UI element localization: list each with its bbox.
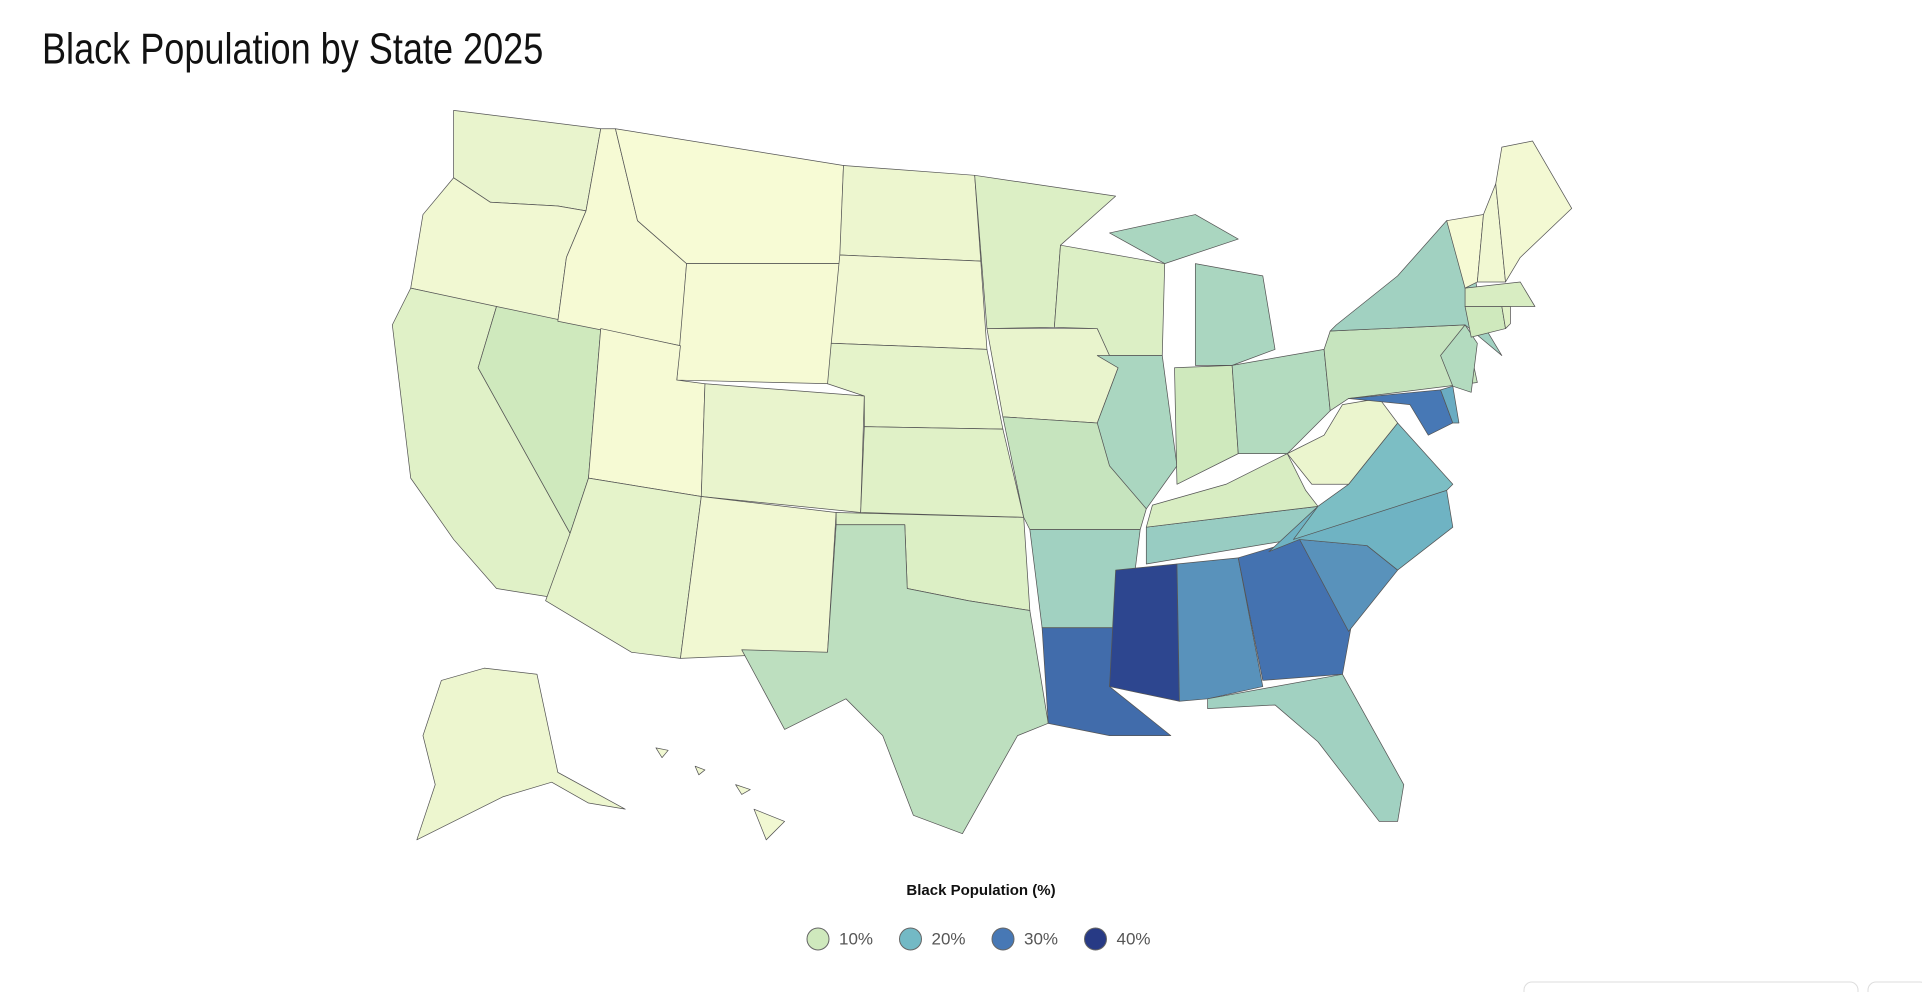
state bbox=[986, 328, 1119, 424]
panel-edge bbox=[1523, 981, 1859, 997]
panel-edge bbox=[1867, 981, 1922, 997]
state bbox=[1440, 385, 1460, 424]
state bbox=[700, 383, 865, 513]
state bbox=[1207, 673, 1405, 822]
state bbox=[1145, 453, 1319, 528]
legend-swatch bbox=[1084, 927, 1107, 951]
state bbox=[1440, 324, 1478, 393]
state bbox=[676, 263, 841, 385]
state bbox=[1286, 398, 1399, 485]
legend-title: Black Population (%) bbox=[906, 882, 1055, 899]
state bbox=[1464, 306, 1506, 338]
state bbox=[741, 524, 1049, 835]
state bbox=[830, 254, 988, 350]
legend-swatch bbox=[991, 927, 1015, 951]
legend-swatch bbox=[806, 927, 830, 951]
state bbox=[655, 747, 786, 841]
legend-swatch bbox=[899, 927, 922, 951]
state bbox=[1174, 364, 1239, 485]
state bbox=[1348, 389, 1454, 436]
state bbox=[1109, 563, 1180, 702]
map-title: Black Population by State 2025 bbox=[42, 24, 543, 73]
state bbox=[1176, 557, 1264, 702]
state bbox=[1096, 355, 1178, 510]
states bbox=[391, 109, 1573, 841]
legend-label: 10% bbox=[839, 929, 873, 948]
state bbox=[1464, 281, 1536, 307]
state bbox=[416, 667, 626, 841]
state bbox=[1231, 349, 1331, 454]
state bbox=[860, 426, 1025, 518]
state bbox=[839, 165, 982, 262]
legend-label: 40% bbox=[1117, 929, 1151, 948]
state bbox=[680, 496, 837, 659]
state bbox=[1109, 214, 1276, 366]
state bbox=[1495, 140, 1573, 283]
legend-label: 30% bbox=[1024, 929, 1058, 948]
legend-label: 20% bbox=[932, 929, 966, 948]
legend: 10% 20% 30% 40% bbox=[806, 927, 1151, 951]
